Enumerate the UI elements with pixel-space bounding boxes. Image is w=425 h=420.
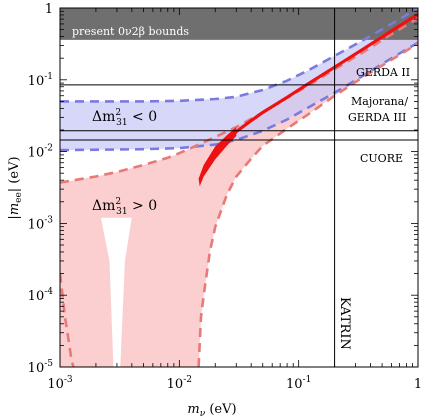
- y-tick-label: 10-3: [28, 215, 54, 232]
- x-axis-title: mν (eV): [187, 402, 236, 419]
- x-tick-label: 1: [414, 377, 422, 392]
- gerda-ii-label: GERDA II: [356, 66, 410, 79]
- inverted-ordering-region: [60, 8, 418, 151]
- series--m-0-upper: [60, 17, 418, 184]
- series--m-0-lower: [60, 41, 418, 152]
- y-tick-label: 10-1: [28, 72, 53, 89]
- cuore-label: CUORE: [360, 152, 403, 165]
- katrin-label: KATRIN: [337, 297, 352, 350]
- axis-tick-labels: 10-3 10-2 10-1 1 10-5 10-4 10-3 10-2 10-1 1: [28, 2, 422, 392]
- x-tick-label: 10-3: [47, 375, 73, 392]
- y-tick-label: 1: [45, 2, 53, 17]
- inverted-region-label: Δm2 31 < 0: [92, 108, 157, 128]
- y-tick-label: 10-2: [28, 144, 53, 161]
- x-tick-label: 10-2: [167, 375, 192, 392]
- bounds-label: present 0ν2β bounds: [72, 25, 189, 38]
- series--m-0-lower-small-m-: [60, 273, 75, 367]
- y-tick-label: 10-5: [28, 359, 54, 376]
- y-tick-label: 10-4: [28, 287, 54, 304]
- y-axis-title: |mee| (eV): [7, 156, 24, 219]
- normal-region-label: Δm2 31 > 0: [92, 197, 157, 217]
- measured-band-region: [198, 127, 237, 187]
- plot-area: [60, 8, 418, 367]
- series--m-0-lower: [197, 42, 418, 367]
- majorana-gerda-iii-label-line2: GERDA III: [348, 111, 406, 124]
- plot-frame: [59, 7, 419, 368]
- x-tick-label: 10-1: [286, 375, 311, 392]
- axis-ticks: [59, 7, 419, 368]
- majorana-gerda-iii-label: Majorana/: [351, 95, 408, 108]
- present-bounds-region: [60, 8, 418, 40]
- experiment-sensitivity-lines: [60, 84, 418, 141]
- normal-ordering-region: [60, 18, 418, 367]
- normal-ordering-notch: [100, 217, 132, 367]
